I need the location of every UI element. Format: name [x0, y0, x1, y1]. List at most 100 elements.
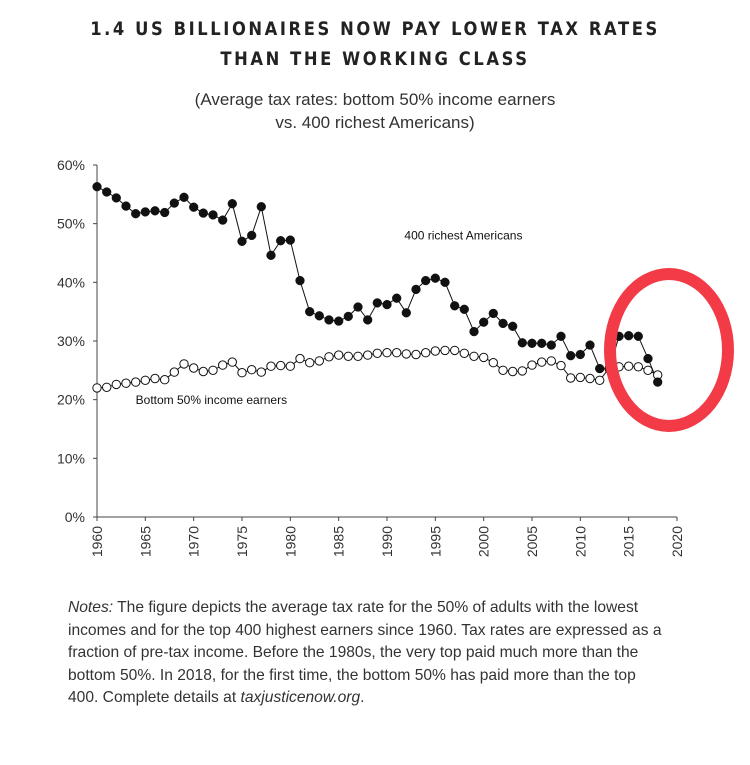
bottom-50-point	[92, 383, 102, 393]
bottom-50-point	[363, 350, 373, 360]
y-tick-label: 0%	[65, 509, 85, 525]
bottom-50-point	[140, 375, 151, 386]
bottom-50-point	[498, 365, 508, 376]
bottom-50-point	[218, 360, 228, 370]
chart-title-line1: 1.4 US BILLIONAIRES NOW PAY LOWER TAX RA…	[90, 18, 660, 40]
notes-text: The figure depicts the average tax rate …	[68, 599, 662, 707]
bottom-50-point	[247, 365, 257, 375]
bottom-50-point	[111, 379, 122, 390]
bottom-50-point	[131, 377, 141, 387]
top-400-point	[102, 187, 112, 197]
series-annotation: Bottom 50% income earners	[136, 393, 287, 407]
bottom-50-point	[102, 382, 112, 393]
bottom-50-point	[469, 351, 479, 362]
x-tick-label: 1995	[427, 526, 443, 557]
top-400-point	[372, 298, 382, 308]
bottom-50-point	[324, 352, 334, 362]
top-400-point	[169, 198, 179, 208]
bottom-50-point	[334, 350, 344, 360]
chart-axes: 0% 10% 20% 30% 40% 50% 60% 1960 1965 1970 1975 1980…	[57, 157, 685, 557]
top-400-point	[227, 199, 237, 209]
bottom-50-point	[256, 367, 266, 377]
top-400-point	[198, 208, 208, 218]
top-400-point	[401, 308, 411, 318]
bottom-50-point	[546, 356, 556, 366]
top-400-point	[498, 318, 508, 329]
bottom-50-point	[517, 366, 527, 376]
x-tick-label: 2020	[669, 526, 685, 557]
y-tick-label: 20%	[57, 392, 85, 408]
top-400-point	[111, 193, 121, 203]
top-400-point	[411, 284, 421, 295]
bottom-50-point	[430, 346, 440, 356]
chart-title: 1.4 US BILLIONAIRES NOW PAY LOWER TAX RA…	[53, 14, 698, 74]
bottom-50-point	[208, 365, 218, 376]
x-tick-label: 1975	[234, 526, 250, 557]
top-400-point	[595, 363, 605, 374]
bottom-50-point	[382, 348, 392, 358]
bottom-50-point	[314, 356, 324, 366]
bottom-50-point	[353, 351, 363, 362]
top-400-point	[430, 273, 440, 283]
top-400-point	[459, 304, 469, 314]
top-400-point	[517, 338, 527, 348]
top-400-point	[285, 235, 295, 245]
chart-title-line2: THAN THE WORKING CLASS	[220, 48, 530, 70]
chart-subtitle: (Average tax rates: bottom 50% income ea…	[0, 88, 750, 134]
bottom-50-point	[343, 351, 353, 362]
top-400-point	[160, 207, 170, 218]
bottom-50-point	[556, 360, 566, 371]
top-400-point	[440, 277, 450, 287]
top-400-point	[305, 307, 315, 317]
bottom-50-point	[276, 360, 286, 371]
bottom-50-point	[575, 372, 585, 383]
top-400-point	[566, 351, 576, 361]
top-400-point	[353, 302, 363, 312]
chart-annotations: 400 richest Americans Bottom 50% income e…	[136, 229, 523, 407]
bottom-50-point	[372, 348, 382, 359]
top-400-point	[392, 293, 402, 303]
top-400-point	[256, 202, 266, 212]
bottom-50-point	[179, 359, 189, 369]
top-400-point	[537, 338, 547, 348]
top-400-point	[343, 311, 353, 322]
top-400-point	[324, 315, 334, 325]
bottom-50-point	[295, 353, 305, 364]
x-tick-label: 1965	[137, 526, 153, 557]
top-400-point	[421, 275, 431, 286]
top-400-point	[546, 340, 556, 350]
top-400-point	[527, 338, 537, 348]
y-tick-label: 60%	[57, 157, 85, 173]
bottom-50-point	[479, 352, 489, 363]
top-400-point	[150, 206, 160, 216]
bottom-50-point	[585, 373, 595, 384]
top-400-point	[508, 321, 518, 331]
notes-end: .	[360, 689, 365, 707]
chart-subtitle-line2: vs. 400 richest Americans)	[275, 113, 475, 132]
x-tick-label: 1990	[379, 526, 395, 557]
x-tick-label: 2000	[476, 526, 492, 557]
bottom-50-point	[285, 361, 295, 371]
top-400-point	[189, 202, 199, 212]
x-tick-label: 1970	[186, 526, 202, 557]
bottom-50-point	[527, 360, 537, 370]
bottom-50-point	[421, 348, 431, 358]
bottom-50-point	[237, 368, 247, 378]
top-400-point	[208, 210, 218, 220]
top-400-point	[276, 236, 286, 246]
y-tick-label: 40%	[57, 274, 85, 290]
series-annotation: 400 richest Americans	[404, 229, 522, 243]
top-400-point	[295, 275, 305, 286]
bottom-50-point	[392, 348, 402, 358]
top-400-point	[266, 250, 276, 260]
x-tick-label: 2015	[621, 526, 637, 557]
y-tick-label: 50%	[57, 216, 85, 232]
bottom-50-point	[537, 357, 547, 367]
top-400-point	[469, 326, 479, 337]
top-400-point	[450, 301, 460, 311]
x-tick-label: 1960	[89, 526, 105, 557]
bottom-50-point	[305, 358, 315, 368]
top-400-point	[140, 207, 150, 217]
top-400-point	[179, 192, 189, 202]
notes-link[interactable]: taxjusticenow.org	[240, 689, 361, 707]
